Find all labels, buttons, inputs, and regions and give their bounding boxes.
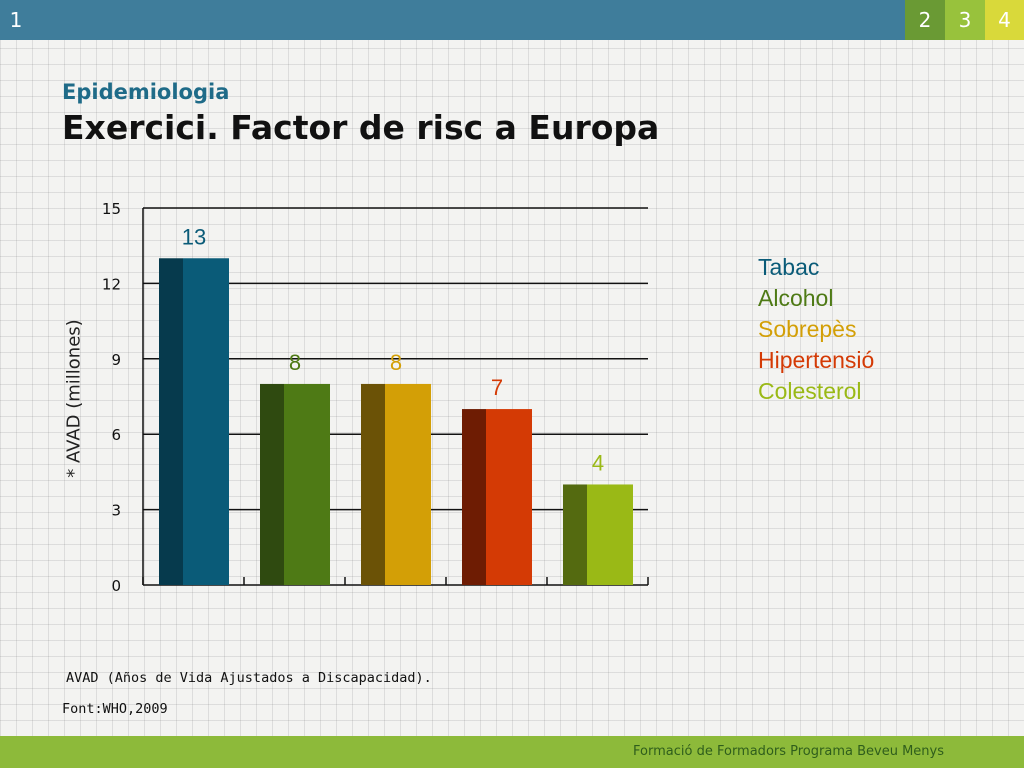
y-axis-label: * AVAD (millones) bbox=[63, 319, 85, 478]
y-tick-label: 0 bbox=[111, 577, 121, 595]
source-note: Font:WHO,2009 bbox=[62, 701, 168, 717]
y-tick-label: 3 bbox=[111, 502, 121, 520]
bar bbox=[385, 383, 431, 585]
bar-value-label: 8 bbox=[289, 350, 301, 375]
y-tick-label: 6 bbox=[111, 426, 121, 444]
legend-item-tabac: Tabac bbox=[758, 254, 820, 280]
bar bbox=[486, 409, 532, 585]
bar bbox=[284, 383, 330, 585]
footnote-avad: AVAD (Años de Vida Ajustados a Discapaci… bbox=[66, 670, 432, 686]
bar-shade bbox=[361, 383, 385, 585]
bar-value-label: 13 bbox=[182, 224, 206, 249]
tab-slide-3[interactable]: 3 bbox=[945, 0, 985, 40]
legend-item-sobrepes: Sobrepès bbox=[758, 316, 857, 342]
section-subtitle: Epidemiologia bbox=[62, 80, 230, 104]
bar-value-label: 4 bbox=[592, 450, 604, 475]
bar-value-label: 8 bbox=[390, 350, 402, 375]
legend-item-alcohol: Alcohol bbox=[758, 285, 834, 311]
bar bbox=[587, 484, 633, 585]
bar-shade bbox=[563, 484, 587, 585]
bar-shade bbox=[462, 409, 486, 585]
slide-title: Exercici. Factor de risc a Europa bbox=[62, 108, 660, 147]
y-tick-label: 12 bbox=[102, 275, 121, 293]
top-bar bbox=[0, 0, 1024, 40]
tab-slide-4[interactable]: 4 bbox=[985, 0, 1024, 40]
bar-shade bbox=[260, 383, 284, 585]
bottom-bar bbox=[0, 736, 1024, 768]
footer-text: Formació de Formadors Programa Beveu Men… bbox=[633, 744, 944, 759]
bar-value-label: 7 bbox=[491, 375, 503, 400]
bar bbox=[183, 258, 229, 585]
legend-item-colesterol: Colesterol bbox=[758, 378, 862, 404]
tab-slide-2[interactable]: 2 bbox=[905, 0, 945, 40]
current-slide-number: 1 bbox=[9, 8, 23, 32]
legend-item-hipertensio: Hipertensió bbox=[758, 347, 875, 373]
bar-shade bbox=[159, 258, 183, 585]
y-tick-label: 15 bbox=[102, 200, 121, 218]
bar-chart: 0 3 6 9 12 15 13 8 8 7 4 bbox=[102, 200, 649, 595]
legend: Tabac Alcohol Sobrepès Hipertensió Coles… bbox=[758, 252, 874, 407]
y-tick-label: 9 bbox=[111, 351, 121, 369]
